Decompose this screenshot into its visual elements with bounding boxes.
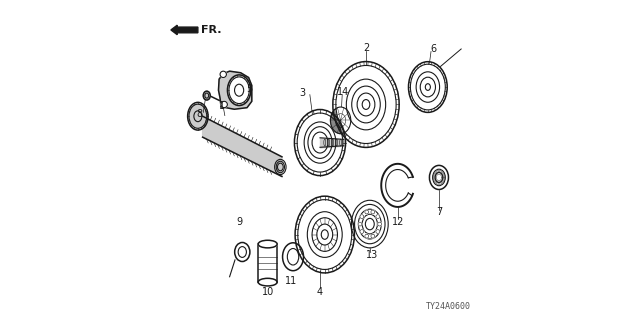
- Text: 6: 6: [431, 44, 436, 54]
- Text: 14: 14: [337, 87, 349, 97]
- Circle shape: [365, 234, 369, 238]
- Ellipse shape: [238, 247, 246, 257]
- Polygon shape: [218, 71, 252, 109]
- Ellipse shape: [336, 66, 396, 143]
- Circle shape: [376, 215, 380, 219]
- Ellipse shape: [204, 91, 211, 100]
- Ellipse shape: [429, 165, 449, 189]
- Circle shape: [221, 101, 227, 108]
- Circle shape: [360, 215, 364, 219]
- Ellipse shape: [362, 100, 370, 109]
- Ellipse shape: [189, 104, 207, 128]
- Ellipse shape: [297, 113, 343, 172]
- Circle shape: [371, 234, 375, 238]
- Text: 12: 12: [392, 217, 404, 227]
- Ellipse shape: [426, 84, 430, 90]
- Text: TY24A0600: TY24A0600: [426, 302, 470, 311]
- Text: 8: 8: [196, 109, 202, 119]
- Ellipse shape: [283, 243, 303, 271]
- Text: 10: 10: [262, 287, 274, 297]
- Polygon shape: [258, 244, 277, 282]
- Circle shape: [371, 210, 375, 214]
- Ellipse shape: [298, 200, 352, 269]
- Ellipse shape: [330, 107, 351, 134]
- Circle shape: [378, 222, 381, 226]
- Text: 4: 4: [317, 287, 323, 297]
- Ellipse shape: [410, 64, 445, 110]
- Text: 13: 13: [366, 250, 378, 260]
- Text: 7: 7: [436, 207, 442, 217]
- Text: 1: 1: [219, 101, 225, 111]
- Ellipse shape: [258, 240, 277, 248]
- Text: 5: 5: [246, 84, 253, 94]
- Ellipse shape: [229, 77, 249, 104]
- Text: 11: 11: [285, 276, 298, 285]
- Circle shape: [220, 71, 227, 77]
- Circle shape: [365, 210, 369, 214]
- Text: 2: 2: [363, 43, 369, 53]
- Text: FR.: FR.: [201, 25, 221, 35]
- Ellipse shape: [235, 243, 250, 261]
- Ellipse shape: [321, 230, 328, 239]
- Circle shape: [360, 230, 364, 234]
- FancyArrow shape: [171, 25, 198, 35]
- Circle shape: [358, 222, 362, 226]
- Circle shape: [376, 230, 380, 234]
- Text: 9: 9: [236, 217, 242, 227]
- Text: 3: 3: [300, 88, 306, 98]
- Ellipse shape: [351, 200, 388, 248]
- Polygon shape: [203, 116, 282, 177]
- Ellipse shape: [287, 249, 299, 265]
